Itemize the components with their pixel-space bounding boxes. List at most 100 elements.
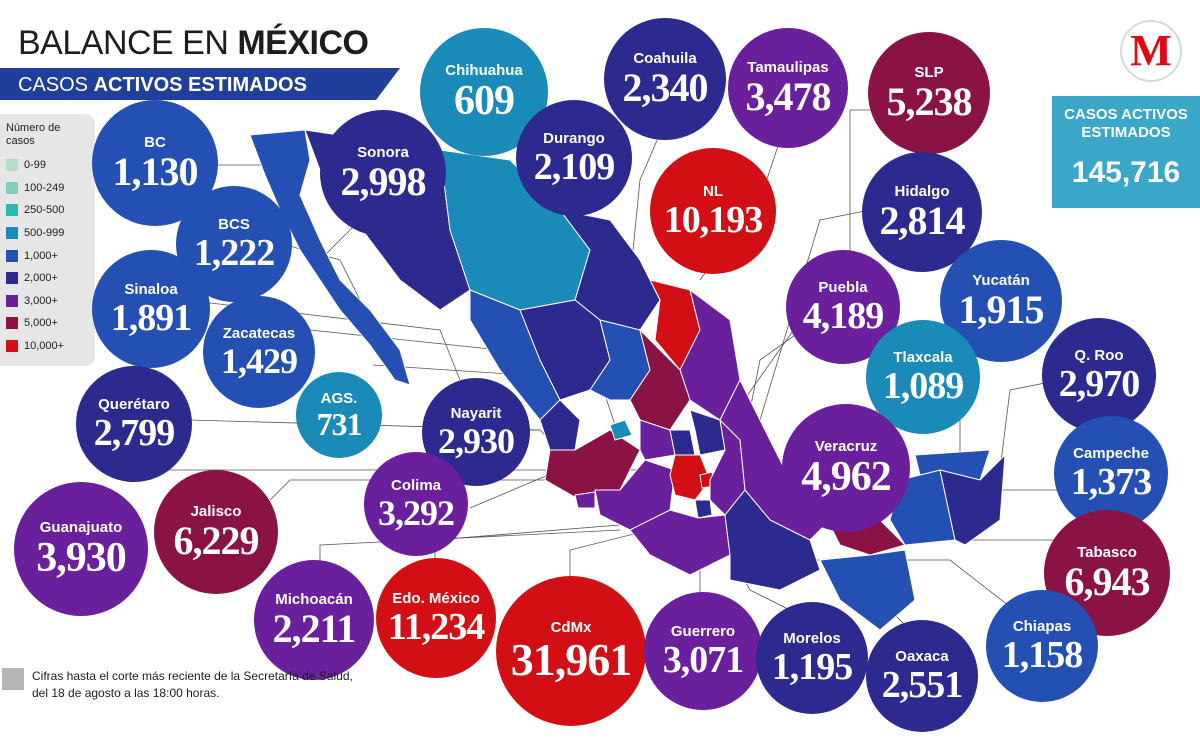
state-name: Durango [543, 130, 605, 147]
bubble-sinaloa: Sinaloa 1,891 [92, 250, 210, 368]
bubble-oaxaca: Oaxaca 2,551 [866, 620, 978, 732]
legend-item: 0-99 [6, 154, 89, 177]
legend-label: 5,000+ [24, 317, 58, 330]
bubble-michoacan: Michoacán 2,211 [254, 560, 374, 680]
state-value: 2,814 [879, 198, 966, 243]
state-name: Guanajuato [39, 519, 123, 536]
state-name: Tabasco [1077, 544, 1137, 561]
state-name: Campeche [1073, 445, 1149, 462]
bubble-ags: AGS. 731 [296, 372, 382, 458]
state-value: 3,930 [36, 535, 126, 581]
bubble-queretaro: Querétaro 2,799 [76, 366, 192, 482]
legend-swatch [6, 317, 18, 330]
legend-item: 3,000+ [6, 290, 89, 313]
bubble-durango: Durango 2,109 [516, 100, 632, 216]
total-box: CASOS ACTIVOS ESTIMADOS 145,716 [1052, 96, 1200, 208]
state-name: Zacatecas [222, 325, 296, 342]
legend-item: 100-249 [6, 177, 89, 200]
bubble-coahuila: Coahuila 2,340 [604, 18, 726, 140]
bubble-nayarit: Nayarit 2,930 [422, 378, 530, 486]
legend-item: 1,000+ [6, 244, 89, 267]
state-value: 5,238 [886, 79, 973, 124]
legend-label: 500-999 [24, 227, 65, 240]
legend-swatch [6, 181, 18, 194]
total-value: 145,716 [1071, 156, 1181, 189]
bubble-sonora: Sonora 2,998 [320, 110, 446, 236]
page-subtitle: CASOS ACTIVOS ESTIMADOS [18, 74, 307, 97]
state-name: CdMx [550, 619, 592, 636]
legend-label: 0-99 [24, 159, 47, 172]
subtitle-bar [0, 68, 400, 100]
legend-item: 2,000+ [6, 267, 89, 290]
state-name: SLP [914, 64, 944, 81]
state-value: 3,071 [662, 639, 744, 681]
legend-title: Número de casos [6, 122, 89, 148]
state-value: 10,193 [663, 199, 763, 241]
bubble-hidalgo: Hidalgo 2,814 [862, 152, 982, 272]
bubble-morelos: Morelos 1,195 [756, 602, 868, 714]
state-value: 731 [316, 406, 363, 442]
source-note: Cifras hasta el corte más reciente de la… [32, 669, 353, 700]
page-title-bold: MÉXICO [237, 24, 369, 62]
legend-label: 1,000+ [24, 249, 58, 262]
state-value: 1,891 [110, 297, 192, 339]
state-value: 2,799 [93, 412, 175, 454]
legend-swatch [6, 294, 18, 307]
state-name: BCS [218, 216, 250, 233]
state-value: 6,943 [1064, 559, 1151, 604]
state-value: 1,429 [221, 341, 298, 381]
page-title-normal: BALANCE EN [18, 24, 238, 62]
bubble-guanajuato: Guanajuato 3,930 [14, 482, 148, 616]
legend-item: 250-500 [6, 199, 89, 222]
state-name: Edo. México [392, 590, 480, 607]
total-label-line1: CASOS ACTIVOS [1064, 106, 1188, 123]
state-value: 1,158 [1001, 634, 1083, 676]
bubble-qroo: Q. Roo 2,970 [1042, 318, 1156, 432]
legend-swatch [6, 159, 18, 172]
state-name: Chiapas [1012, 618, 1072, 635]
legend: Número de casos 0-99 100-249 250-500 500… [0, 114, 95, 366]
bubble-campeche: Campeche 1,373 [1054, 416, 1168, 530]
state-value: 2,930 [438, 421, 515, 461]
milenio-logo: M [1120, 20, 1182, 82]
legend-title-line2: casos [6, 135, 35, 147]
state-value: 31,961 [510, 634, 632, 685]
bubble-guerrero: Guerrero 3,071 [644, 592, 762, 710]
bubble-tamaulipas: Tamaulipas 3,478 [728, 28, 848, 148]
state-value: 2,551 [881, 664, 963, 706]
legend-label: 250-500 [24, 204, 65, 217]
logo-letter: M [1130, 26, 1172, 75]
legend-item: 10,000+ [6, 335, 89, 358]
state-name: Yucatán [972, 272, 1030, 289]
legend-title-line1: Número de [6, 122, 61, 134]
state-name: Q. Roo [1074, 347, 1124, 364]
bubble-zacatecas: Zacatecas 1,429 [203, 296, 315, 408]
legend-item: 500-999 [6, 222, 89, 245]
state-value: 4,189 [802, 295, 884, 337]
bubble-nl: NL 10,193 [650, 148, 776, 274]
legend-label: 2,000+ [24, 272, 58, 285]
state-name: Puebla [818, 279, 868, 296]
state-name: Guerrero [670, 623, 736, 640]
state-name: Sinaloa [124, 281, 178, 298]
total-label-line2: ESTIMADOS [1081, 124, 1171, 141]
state-name: Querétaro [98, 396, 170, 413]
total-label: CASOS ACTIVOS ESTIMADOS [1060, 106, 1192, 142]
legend-item: 5,000+ [6, 312, 89, 335]
state-value: 609 [454, 78, 515, 124]
state-name: AGS. [320, 390, 358, 407]
state-value: 2,998 [340, 159, 427, 204]
legend-swatch [6, 204, 18, 217]
legend-label: 10,000+ [24, 340, 65, 353]
state-name: Coahuila [633, 50, 697, 67]
state-value: 1,195 [771, 646, 853, 688]
bubble-chiapas: Chiapas 1,158 [986, 590, 1098, 702]
bubble-cdmx: CdMx 31,961 [496, 576, 646, 726]
state-value: 1,373 [1070, 461, 1152, 503]
state-value: 1,130 [112, 149, 199, 194]
state-name: Michoacán [275, 591, 353, 608]
state-value: 3,478 [745, 74, 832, 119]
bubble-bcs: BCS 1,222 [176, 186, 292, 302]
legend-swatch [6, 272, 18, 285]
state-name: Veracruz [814, 438, 878, 455]
